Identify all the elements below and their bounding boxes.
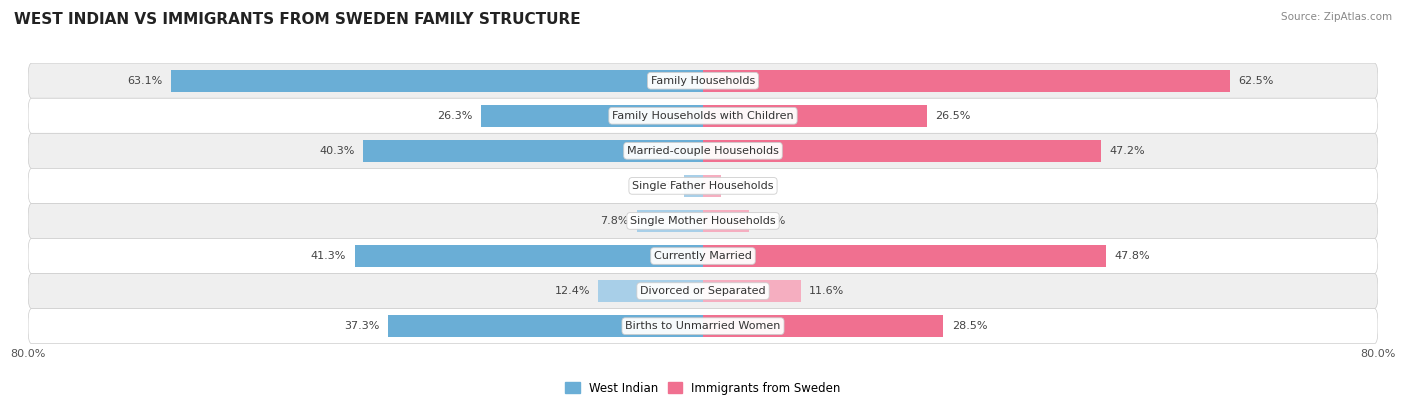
Text: 12.4%: 12.4% xyxy=(554,286,591,296)
Bar xyxy=(703,210,748,232)
Legend: West Indian, Immigrants from Sweden: West Indian, Immigrants from Sweden xyxy=(561,377,845,395)
Text: Family Households: Family Households xyxy=(651,76,755,86)
Text: Source: ZipAtlas.com: Source: ZipAtlas.com xyxy=(1281,12,1392,22)
Text: Family Households with Children: Family Households with Children xyxy=(612,111,794,121)
Text: Single Father Households: Single Father Households xyxy=(633,181,773,191)
Text: 62.5%: 62.5% xyxy=(1239,76,1274,86)
Text: 2.2%: 2.2% xyxy=(648,181,676,191)
Text: Births to Unmarried Women: Births to Unmarried Women xyxy=(626,321,780,331)
Bar xyxy=(388,315,703,337)
Bar xyxy=(599,280,703,302)
Text: 7.8%: 7.8% xyxy=(600,216,628,226)
FancyBboxPatch shape xyxy=(28,168,1378,203)
Bar xyxy=(703,140,1101,162)
FancyBboxPatch shape xyxy=(28,98,1378,134)
Bar xyxy=(703,105,927,127)
Bar xyxy=(637,210,703,232)
Bar xyxy=(685,175,703,197)
Text: 47.8%: 47.8% xyxy=(1115,251,1150,261)
FancyBboxPatch shape xyxy=(28,239,1378,273)
Text: 41.3%: 41.3% xyxy=(311,251,346,261)
Bar xyxy=(363,140,703,162)
Bar xyxy=(170,70,703,92)
Bar xyxy=(703,280,801,302)
FancyBboxPatch shape xyxy=(28,273,1378,308)
Text: 26.3%: 26.3% xyxy=(437,111,472,121)
FancyBboxPatch shape xyxy=(28,134,1378,168)
Bar xyxy=(703,70,1230,92)
Text: Single Mother Households: Single Mother Households xyxy=(630,216,776,226)
Text: Currently Married: Currently Married xyxy=(654,251,752,261)
FancyBboxPatch shape xyxy=(28,308,1378,344)
Text: WEST INDIAN VS IMMIGRANTS FROM SWEDEN FAMILY STRUCTURE: WEST INDIAN VS IMMIGRANTS FROM SWEDEN FA… xyxy=(14,12,581,27)
Text: 5.4%: 5.4% xyxy=(756,216,786,226)
FancyBboxPatch shape xyxy=(28,203,1378,239)
Text: 63.1%: 63.1% xyxy=(127,76,162,86)
Text: Married-couple Households: Married-couple Households xyxy=(627,146,779,156)
Text: 47.2%: 47.2% xyxy=(1109,146,1146,156)
Bar xyxy=(703,245,1107,267)
Text: 28.5%: 28.5% xyxy=(952,321,987,331)
Bar xyxy=(481,105,703,127)
Text: 37.3%: 37.3% xyxy=(344,321,380,331)
FancyBboxPatch shape xyxy=(28,63,1378,98)
Text: 26.5%: 26.5% xyxy=(935,111,970,121)
Text: 2.1%: 2.1% xyxy=(730,181,758,191)
Text: 11.6%: 11.6% xyxy=(810,286,845,296)
Bar xyxy=(354,245,703,267)
Bar xyxy=(703,175,721,197)
Text: Divorced or Separated: Divorced or Separated xyxy=(640,286,766,296)
Text: 40.3%: 40.3% xyxy=(319,146,354,156)
Bar xyxy=(703,315,943,337)
